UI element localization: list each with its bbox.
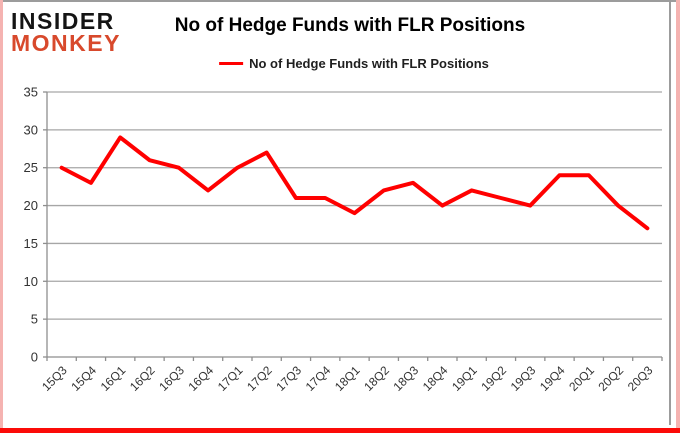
x-tick-label: 15Q4 <box>68 363 99 394</box>
x-tick-label: 17Q1 <box>215 363 246 394</box>
x-tick-label: 19Q4 <box>537 363 568 394</box>
x-tick-labels: 15Q315Q416Q116Q216Q316Q417Q117Q217Q317Q4… <box>39 363 656 394</box>
x-tick-label: 18Q4 <box>420 363 451 394</box>
legend-label: No of Hedge Funds with FLR Positions <box>249 56 489 71</box>
x-tick-label: 19Q2 <box>478 363 509 394</box>
x-tick-label: 16Q3 <box>156 363 187 394</box>
x-tick-label: 16Q4 <box>186 363 217 394</box>
x-tick-label: 15Q3 <box>39 363 70 394</box>
chart-title: No of Hedge Funds with FLR Positions <box>174 15 526 36</box>
y-tick-label: 20 <box>24 198 38 213</box>
insider-monkey-logo: INSIDER MONKEY <box>11 8 121 56</box>
x-tick-label: 16Q2 <box>127 363 158 394</box>
y-tick-labels: 0 5 10 15 20 25 30 35 <box>24 85 38 365</box>
x-tick-label: 16Q1 <box>98 363 129 394</box>
x-tick-label: 17Q4 <box>303 363 334 394</box>
y-tick-label: 35 <box>24 85 38 100</box>
frame-border-bottom <box>0 428 680 433</box>
frame-border-right <box>676 0 680 428</box>
x-tick-label: 17Q3 <box>273 363 304 394</box>
gridlines <box>47 91 662 358</box>
x-tick-label: 18Q3 <box>391 363 422 394</box>
x-tick-label: 20Q1 <box>566 363 597 394</box>
y-tick-label: 0 <box>31 350 38 365</box>
logo-text-monkey: MONKEY <box>11 29 121 56</box>
frame-border-left <box>0 0 3 428</box>
x-tick-label: 20Q3 <box>625 363 656 394</box>
y-tick-label: 30 <box>24 122 38 137</box>
chart-legend: No of Hedge Funds with FLR Positions <box>219 56 489 71</box>
x-tick-label: 19Q1 <box>449 363 480 394</box>
y-tick-label: 5 <box>31 312 38 327</box>
logo-text-insider: INSIDER <box>11 8 115 34</box>
y-tick-label: 10 <box>24 274 38 289</box>
y-tick-label: 15 <box>24 236 38 251</box>
frame-border-top <box>3 0 677 2</box>
legend-line-marker <box>219 62 244 65</box>
x-tick-label: 19Q3 <box>508 363 539 394</box>
axes <box>43 91 663 361</box>
x-tick-label: 17Q2 <box>244 363 275 394</box>
chart-border-right <box>669 2 671 425</box>
x-tick-label: 18Q2 <box>361 363 392 394</box>
x-tick-label: 18Q1 <box>332 363 363 394</box>
series-line <box>59 135 650 231</box>
y-tick-label: 25 <box>24 160 38 175</box>
x-tick-label: 20Q2 <box>596 363 627 394</box>
